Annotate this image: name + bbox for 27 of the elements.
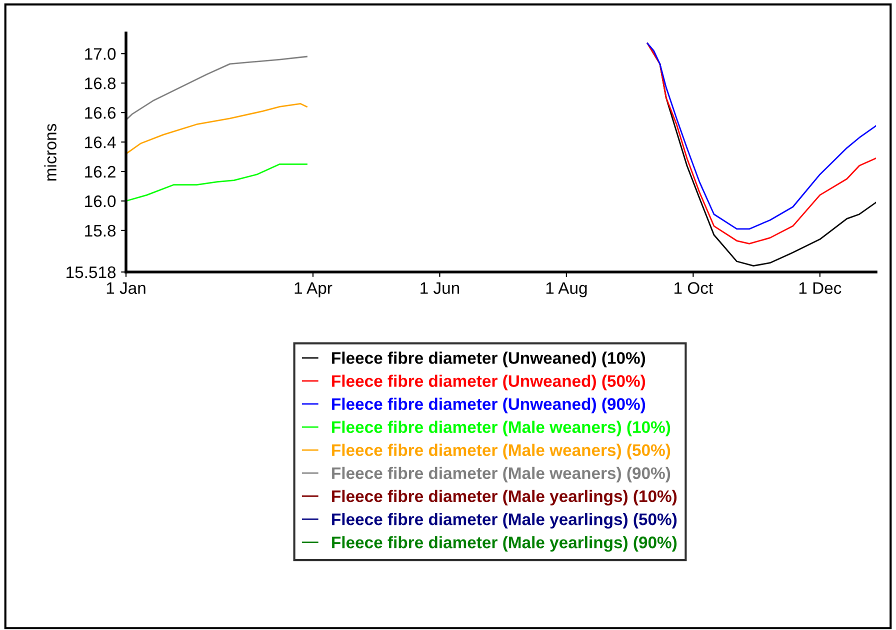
legend-label: Fleece fibre diameter (Male weaners) (10%) xyxy=(332,420,670,436)
x-tick-label: 1 Oct xyxy=(674,282,713,294)
y-tick-label: 17.0 xyxy=(85,48,116,60)
x-tick-label: 1 Dec xyxy=(799,282,842,294)
x-tick-label: 1 Jan xyxy=(106,282,146,294)
legend-label: Fleece fibre diameter (Unweaned) (10%) xyxy=(332,352,646,368)
y-tick-label: 16.4 xyxy=(85,136,116,148)
y-tick-label: 16.6 xyxy=(85,106,116,119)
legend-label: Fleece fibre diameter (Male weaners) (90%) xyxy=(332,466,670,482)
y-tick-label: 16.0 xyxy=(85,195,116,208)
legend-label: Fleece fibre diameter (Male yearlings) (50%) xyxy=(332,512,677,529)
x-tick-label: 1 Jun xyxy=(420,282,460,294)
line-series xyxy=(126,56,308,121)
legend-label: Fleece fibre diameter (Unweaned) (50%) xyxy=(332,374,646,390)
legend-label: Fleece fibre diameter (Male yearlings) (10%) xyxy=(332,490,677,506)
y-tick-label: 15.8 xyxy=(85,224,116,237)
line-series xyxy=(126,103,308,155)
legend-label: Fleece fibre diameter (Male weaners) (50%) xyxy=(332,444,670,460)
x-tick-label: 1 Aug xyxy=(546,282,587,298)
y-tick-label: 16.2 xyxy=(85,166,116,178)
y-axis-title: microns xyxy=(44,124,56,181)
y-tick-label: 15.518 xyxy=(66,266,116,278)
y-tick-label: 16.8 xyxy=(85,78,116,90)
line-series xyxy=(126,163,308,202)
x-tick-label: 1 Apr xyxy=(294,282,332,298)
legend-label: Fleece fibre diameter (Male yearlings) (90%) xyxy=(332,536,677,552)
legend-label: Fleece fibre diameter (Unweaned) (90%) xyxy=(332,398,646,414)
